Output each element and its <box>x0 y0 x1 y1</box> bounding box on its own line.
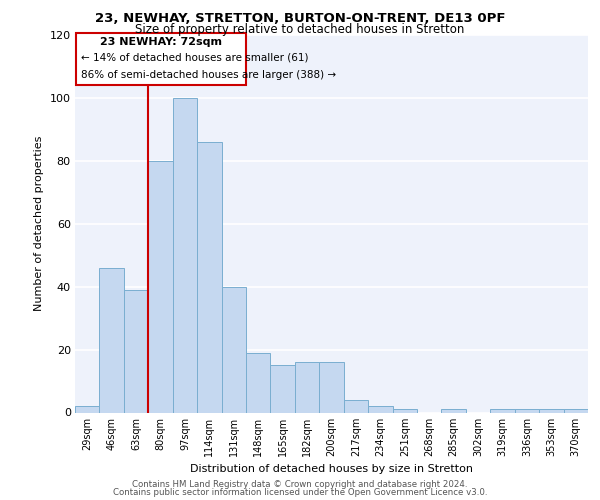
Text: ← 14% of detached houses are smaller (61): ← 14% of detached houses are smaller (61… <box>81 52 308 62</box>
Bar <box>539 410 563 412</box>
Text: Contains public sector information licensed under the Open Government Licence v3: Contains public sector information licen… <box>113 488 487 497</box>
Bar <box>221 286 246 412</box>
Y-axis label: Number of detached properties: Number of detached properties <box>34 136 44 312</box>
Text: 23, NEWHAY, STRETTON, BURTON-ON-TRENT, DE13 0PF: 23, NEWHAY, STRETTON, BURTON-ON-TRENT, D… <box>95 12 505 26</box>
Bar <box>563 410 588 412</box>
Text: Contains HM Land Registry data © Crown copyright and database right 2024.: Contains HM Land Registry data © Crown c… <box>132 480 468 489</box>
Bar <box>246 352 271 412</box>
Bar <box>100 268 124 412</box>
Bar <box>197 142 221 412</box>
Bar <box>124 290 148 412</box>
Text: Size of property relative to detached houses in Stretton: Size of property relative to detached ho… <box>136 22 464 36</box>
Bar <box>295 362 319 412</box>
Bar <box>344 400 368 412</box>
Bar <box>515 410 539 412</box>
Bar <box>148 161 173 412</box>
Bar <box>442 410 466 412</box>
Bar <box>173 98 197 412</box>
Bar <box>271 366 295 412</box>
Text: 86% of semi-detached houses are larger (388) →: 86% of semi-detached houses are larger (… <box>81 70 336 80</box>
Bar <box>392 410 417 412</box>
Bar <box>368 406 392 412</box>
Bar <box>490 410 515 412</box>
Text: 23 NEWHAY: 72sqm: 23 NEWHAY: 72sqm <box>100 36 222 46</box>
FancyBboxPatch shape <box>76 34 246 86</box>
Bar <box>319 362 344 412</box>
X-axis label: Distribution of detached houses by size in Stretton: Distribution of detached houses by size … <box>190 464 473 474</box>
Bar <box>75 406 100 412</box>
